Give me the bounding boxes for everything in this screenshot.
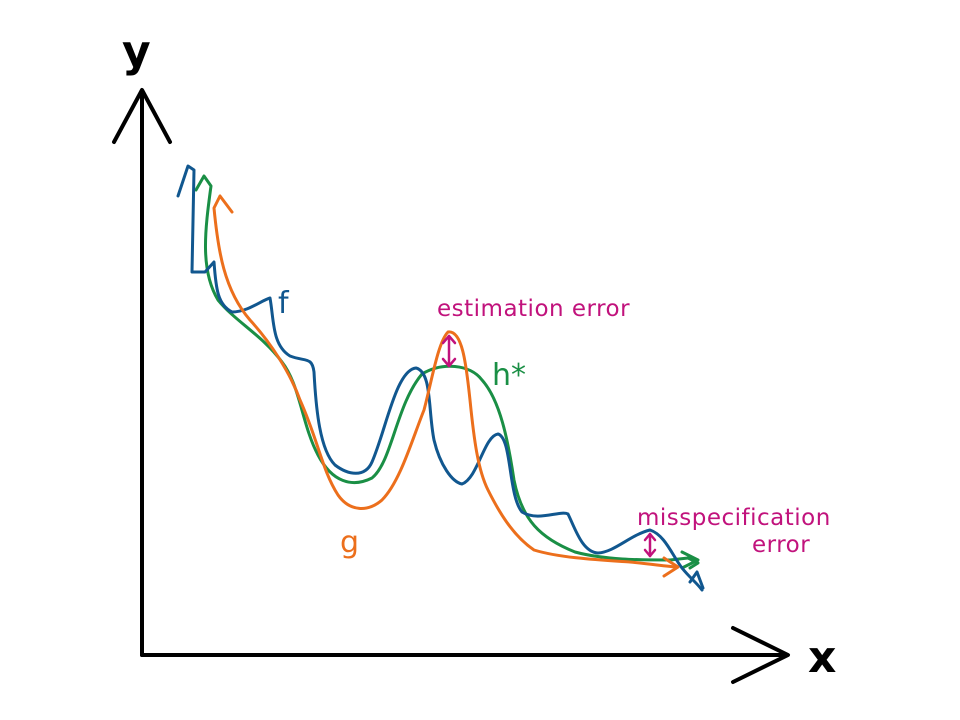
estimation-error-label: estimation error xyxy=(437,296,630,322)
curve-h-star xyxy=(194,174,700,570)
axes xyxy=(112,88,790,684)
curve-label-g: g xyxy=(340,525,359,560)
curve-f-tail xyxy=(688,570,705,590)
estimation-error-double-arrow-icon xyxy=(441,334,457,368)
curve-g-arrowhead xyxy=(662,556,680,578)
misspecification-label-line2: error xyxy=(752,532,810,558)
misspecification-double-arrow-icon xyxy=(643,532,657,558)
y-axis-arrowhead xyxy=(112,88,172,144)
x-axis-label: x xyxy=(808,632,836,683)
x-axis-arrowhead xyxy=(731,626,790,684)
curve-label-h-star: h* xyxy=(492,358,526,393)
misspecification-label-line1: misspecification xyxy=(637,505,831,531)
curve-f xyxy=(176,164,704,592)
y-axis-label: y xyxy=(122,26,151,77)
curve-h-star-arrowhead xyxy=(680,550,700,570)
curve-g xyxy=(212,194,678,569)
curve-label-f: f xyxy=(278,286,290,321)
